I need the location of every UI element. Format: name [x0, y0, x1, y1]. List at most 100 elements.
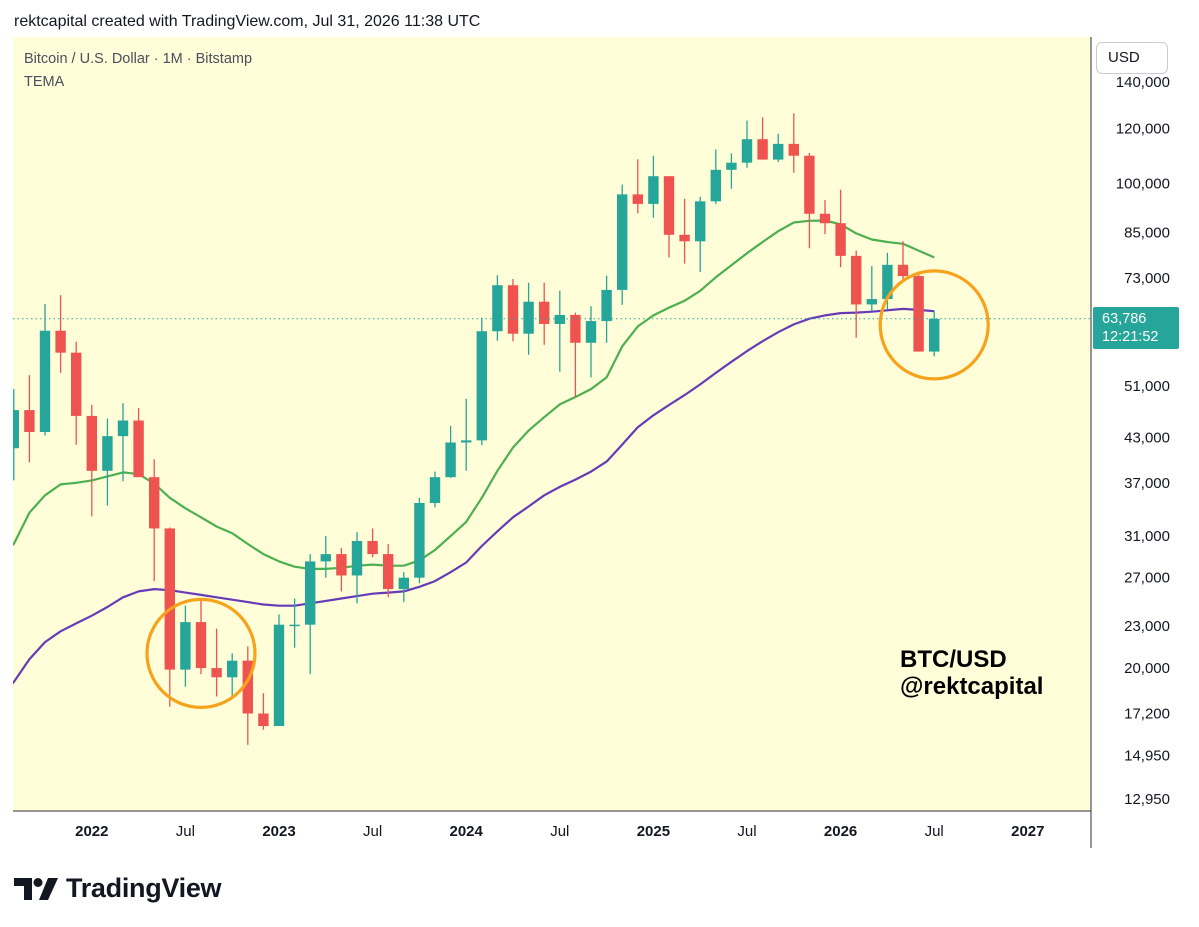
candle-2022-01[interactable] [86, 405, 97, 517]
candle-2023-08[interactable] [383, 543, 394, 598]
legend-indicator-name[interactable]: TEMA [24, 74, 65, 90]
candle-2021-10[interactable] [39, 303, 51, 436]
candle-2025-08[interactable] [757, 117, 768, 160]
candle-body [133, 420, 144, 478]
candle-2022-05[interactable] [149, 459, 160, 582]
candle-2025-03[interactable] [679, 198, 690, 264]
y-tick-label: 43,000 [1124, 430, 1170, 447]
y-tick-label: 51,000 [1124, 378, 1170, 395]
candle-body [601, 289, 612, 322]
legend-symbol-title[interactable]: Bitcoin / U.S. Dollar · 1M · Bitstamp [24, 51, 253, 67]
x-tick-label: Jul [737, 823, 756, 840]
candle-body [851, 255, 862, 305]
y-tick-label: 17,200 [1124, 706, 1170, 723]
candle-2023-05[interactable] [336, 547, 347, 592]
candle-2024-04[interactable] [507, 278, 519, 342]
candle-2022-04[interactable] [133, 408, 144, 478]
candle-2021-08[interactable] [13, 389, 19, 481]
candle-2024-11[interactable] [617, 184, 628, 305]
candle-body [585, 321, 597, 343]
candle-body [757, 139, 768, 160]
candle-2023-10[interactable] [414, 497, 425, 584]
candle-2023-04[interactable] [320, 536, 331, 578]
candle-2025-05[interactable] [710, 149, 721, 204]
candle-body [211, 668, 222, 678]
candle-2021-12[interactable] [71, 341, 82, 445]
candle-body [882, 264, 893, 300]
candle-2024-02[interactable] [476, 317, 487, 446]
candle-2024-07[interactable] [554, 290, 565, 372]
candle-body [383, 554, 394, 590]
candle-2024-06[interactable] [539, 282, 550, 345]
candle-body [149, 477, 160, 529]
candle-2026-07[interactable] [929, 310, 940, 357]
candle-2023-01[interactable] [273, 614, 285, 727]
candle-2023-06[interactable] [351, 532, 363, 604]
candle-2022-12[interactable] [258, 693, 269, 730]
candle-body [523, 301, 534, 334]
candle-2024-08[interactable] [570, 312, 581, 398]
candle-body [710, 169, 721, 202]
candle-2024-09[interactable] [585, 306, 597, 378]
candle-2023-03[interactable] [305, 554, 316, 675]
candle-2022-06[interactable] [164, 527, 175, 707]
candle-body [180, 622, 191, 670]
candle-body [305, 561, 316, 625]
candle-2021-09[interactable] [24, 375, 35, 463]
candle-body [773, 143, 784, 160]
candle-2024-05[interactable] [523, 282, 534, 355]
candle-2022-02[interactable] [102, 418, 113, 506]
candle-2023-09[interactable] [398, 572, 409, 603]
y-tick-label: 12,950 [1124, 791, 1170, 808]
candle-2022-08[interactable] [195, 598, 207, 675]
candle-2023-11[interactable] [429, 471, 441, 508]
bar-countdown: 12:21:52 [1102, 329, 1159, 345]
currency-button[interactable]: USD [1096, 42, 1168, 74]
candle-2026-02[interactable] [851, 250, 862, 338]
candle-2025-01[interactable] [648, 155, 659, 218]
candle-2022-03[interactable] [117, 403, 129, 482]
watermark-author: @rektcapital [900, 673, 1044, 700]
candle-2025-02[interactable] [663, 175, 675, 258]
candle-2024-03[interactable] [492, 275, 503, 341]
candle-2025-11[interactable] [804, 152, 815, 249]
candle-2026-05[interactable] [897, 241, 909, 281]
chart-frame[interactable]: 12,950 14,950 17,200 20,000 23,000 27,000 31,0… [13, 37, 1179, 848]
candle-body [476, 331, 487, 441]
candle-2022-11[interactable] [242, 646, 253, 745]
candle-2022-09[interactable] [211, 628, 222, 697]
candle-2024-01[interactable] [461, 398, 472, 471]
highlight-circle-1 [145, 597, 257, 709]
candle-2024-10[interactable] [601, 275, 612, 343]
candle-2023-12[interactable] [445, 425, 456, 478]
candle-2023-02[interactable] [289, 598, 300, 648]
candle-2025-06[interactable] [726, 153, 737, 189]
candle-body [788, 143, 799, 156]
candle-2026-01[interactable] [835, 189, 846, 268]
price-chart[interactable]: 12,950 14,950 17,200 20,000 23,000 27,000 31,0… [13, 37, 1178, 848]
x-tick-label: Jul [363, 823, 382, 840]
candle-2025-10[interactable] [788, 113, 799, 173]
candle-body [539, 301, 550, 324]
candle-2026-06[interactable] [913, 273, 924, 352]
y-tick-label: 27,000 [1124, 570, 1170, 587]
tradingview-brand[interactable]: TradingView [14, 873, 222, 904]
candle-body [741, 139, 753, 163]
candle-2025-07[interactable] [741, 120, 753, 168]
candle-2025-12[interactable] [819, 200, 831, 235]
candle-body [819, 213, 831, 224]
y-tick-label: 73,000 [1124, 270, 1170, 287]
candle-2024-12[interactable] [632, 159, 643, 214]
candle-body [398, 577, 409, 590]
candle-2021-11[interactable] [55, 295, 66, 373]
candle-2023-07[interactable] [367, 528, 378, 558]
candle-2025-09[interactable] [773, 133, 784, 163]
candle-body [570, 314, 581, 343]
candle-body [913, 276, 924, 352]
candle-2022-07[interactable] [180, 605, 191, 687]
chart-watermark: BTC/USD @rektcapital [900, 646, 1043, 700]
candle-body [24, 410, 35, 432]
candle-2026-03[interactable] [866, 266, 877, 311]
candle-2025-04[interactable] [695, 196, 706, 273]
candle-2022-10[interactable] [227, 653, 238, 697]
